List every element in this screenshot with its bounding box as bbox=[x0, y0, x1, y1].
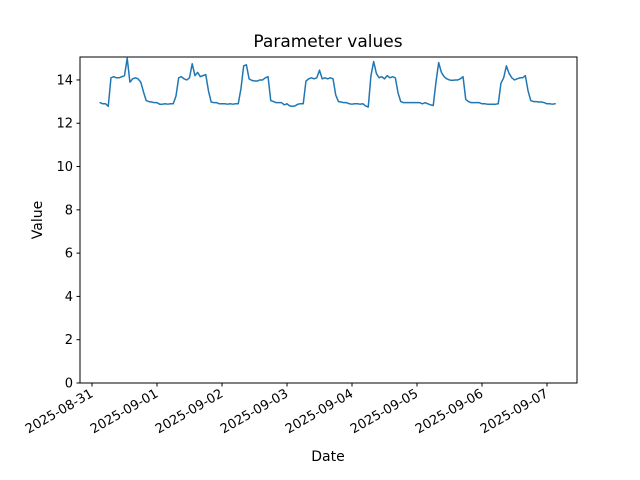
x-tick-label: 2025-08-31 bbox=[23, 386, 96, 437]
y-tick-label: 4 bbox=[65, 290, 73, 305]
y-axis-tick-labels: 0 2 4 6 8 10 12 14 bbox=[56, 73, 73, 391]
y-tick-label: 14 bbox=[56, 73, 73, 88]
plot-area bbox=[79, 56, 578, 384]
x-tick-label: 2025-09-05 bbox=[348, 386, 421, 437]
x-axis-tick-labels: 2025-08-312025-09-012025-09-022025-09-03… bbox=[23, 386, 551, 437]
y-axis-ticks bbox=[76, 79, 80, 384]
data-line bbox=[99, 57, 556, 108]
y-axis-label: Value bbox=[30, 201, 46, 239]
y-tick-label: 12 bbox=[56, 117, 73, 132]
x-tick-label: 2025-09-04 bbox=[283, 386, 356, 437]
x-axis-label: Date bbox=[311, 449, 344, 465]
y-tick-label: 6 bbox=[65, 247, 73, 262]
x-tick-label: 2025-09-07 bbox=[478, 386, 551, 437]
x-axis-ticks bbox=[91, 383, 548, 387]
y-tick-label: 8 bbox=[65, 203, 73, 218]
y-tick-label: 0 bbox=[65, 377, 73, 392]
x-tick-label: 2025-09-06 bbox=[413, 386, 486, 437]
chart-title: Parameter values bbox=[253, 32, 402, 52]
x-tick-label: 2025-09-03 bbox=[218, 386, 291, 437]
y-tick-label: 10 bbox=[56, 160, 73, 175]
x-tick-label: 2025-09-02 bbox=[153, 386, 226, 437]
x-tick-label: 2025-09-01 bbox=[88, 386, 161, 437]
y-tick-label: 2 bbox=[65, 333, 73, 348]
